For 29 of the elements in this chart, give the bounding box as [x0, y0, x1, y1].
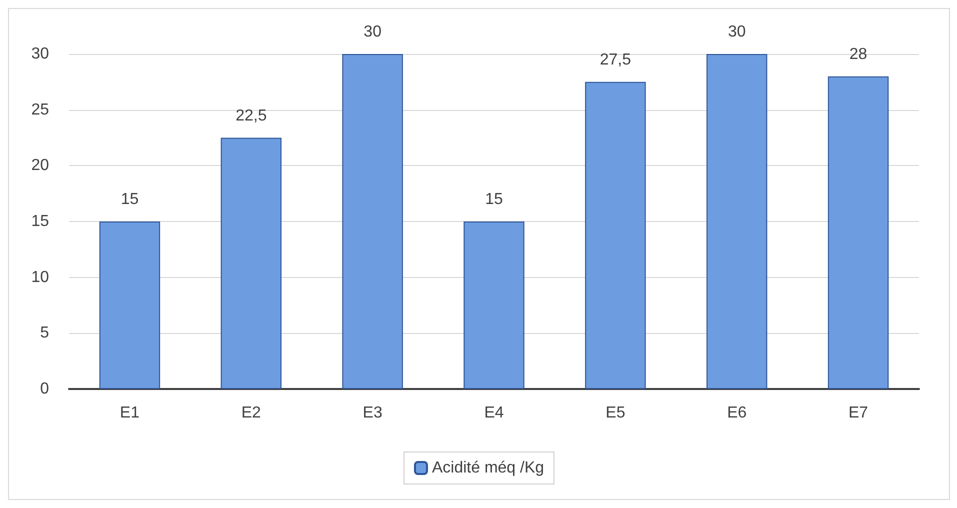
- x-tick-label: E7: [848, 404, 868, 422]
- y-tick-label: 10: [31, 268, 50, 286]
- data-label: 28: [849, 46, 868, 63]
- x-tick-label: E5: [606, 404, 626, 422]
- bar: [342, 54, 403, 389]
- x-tick-label: E2: [241, 404, 262, 422]
- y-tick-label: 0: [40, 380, 50, 398]
- bar: [464, 222, 524, 389]
- bar: [706, 54, 768, 389]
- y-tick-label: 25: [31, 101, 50, 118]
- x-tick-label: E1: [120, 404, 140, 422]
- y-tick-label: 30: [31, 46, 50, 62]
- data-label: 30: [364, 24, 382, 40]
- data-label: 15: [120, 191, 139, 208]
- bar: [220, 138, 282, 389]
- legend-label: Acidité méq /Kg: [432, 460, 544, 476]
- data-label: 30: [728, 24, 746, 40]
- y-tick-label: 15: [31, 213, 50, 230]
- y-tick-label: 20: [31, 157, 50, 174]
- x-tick-label: E6: [727, 404, 747, 422]
- bar: [828, 76, 889, 389]
- bar: [99, 222, 160, 389]
- y-tick-label: 5: [40, 324, 50, 342]
- bar: [585, 82, 646, 389]
- data-label: 27,5: [600, 51, 632, 68]
- data-label: 15: [485, 191, 503, 208]
- data-label: 22,5: [236, 107, 267, 124]
- x-tick-label: E4: [484, 404, 504, 422]
- x-tick-label: E3: [362, 404, 382, 422]
